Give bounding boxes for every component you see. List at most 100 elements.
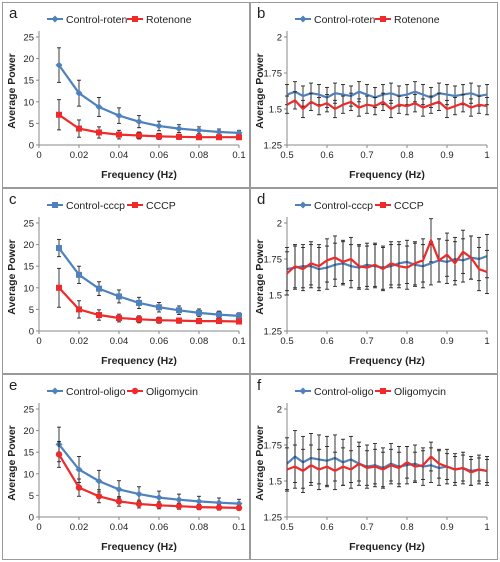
y-tick-label: 1.75: [264, 69, 283, 80]
data-point: [155, 502, 163, 509]
series-line: [286, 454, 488, 474]
data-point: [196, 134, 202, 141]
series-line: [58, 64, 240, 134]
y-tick-label: 1.25: [264, 141, 283, 152]
y-axis-label: Average Power: [6, 425, 18, 500]
y-tick-label: 10: [23, 97, 34, 108]
legend-label: CCCP: [394, 200, 424, 212]
axes: 1.25 1.5 1.75 2 0.5 0.6 0.7 0.8 0.9 1 Frequency (H…: [254, 217, 490, 367]
data-point: [56, 245, 62, 252]
y-tick-label: 2: [277, 219, 282, 230]
data-point: [299, 201, 307, 209]
data-point: [51, 15, 59, 23]
series: [285, 441, 489, 493]
data-point: [95, 477, 103, 485]
series: [56, 99, 242, 141]
data-point: [215, 504, 223, 511]
data-point: [96, 312, 102, 319]
panel-label: c: [9, 191, 17, 208]
axes: 0 5 10 15 20 25 0 0.02 0.04 0.06 0.08 0.1 Frequency …: [6, 403, 246, 553]
data-point: [135, 118, 143, 126]
y-tick-label: 1.25: [264, 327, 283, 338]
x-axis-label: Frequency (Hz): [101, 169, 177, 181]
legend-label: Rotenone: [394, 14, 440, 26]
data-point: [135, 500, 143, 508]
data-point: [236, 312, 242, 319]
x-tick-label: 0.1: [232, 336, 245, 347]
data-point: [132, 202, 138, 208]
axes: 0 5 10 15 20 25 0 0.02 0.04 0.06 0.08 0.1 Frequency …: [6, 31, 246, 181]
series: [55, 440, 243, 512]
x-tick-label: 0.7: [360, 150, 373, 161]
data-point: [176, 307, 182, 314]
y-tick-label: 0: [29, 513, 34, 524]
data-point: [116, 293, 122, 300]
data-point: [216, 311, 222, 318]
series: [285, 430, 489, 491]
legend-label: Control-cccp: [314, 200, 373, 212]
x-tick-label: 0.02: [70, 150, 89, 161]
panel-f: f Control-oligo Oligomycin 1.25 1.5 1.75 2 0.5…: [250, 374, 498, 560]
series-line: [58, 247, 240, 317]
data-point: [136, 299, 142, 306]
data-point: [115, 112, 123, 120]
data-point: [155, 122, 163, 130]
legend-label: Control-roten: [66, 14, 127, 26]
data-point: [116, 315, 122, 322]
y-axis-label: Average Power: [254, 425, 266, 500]
x-axis-label: Frequency (Hz): [349, 355, 425, 367]
data-point: [51, 387, 59, 395]
x-axis-label: Frequency (Hz): [101, 355, 177, 367]
x-tick-label: 0.8: [400, 150, 413, 161]
series: [56, 238, 242, 320]
panel-a: a Control-roten Rotenone 0 5 10 15 20 25 0 0.02 0.…: [2, 2, 250, 188]
legend: Control-cccp CCCP: [295, 200, 424, 212]
y-tick-label: 1.5: [269, 477, 282, 488]
chart-svg: Control-oligo Oligomycin 0 5 10 15 20 25 0 0.02 0.…: [6, 386, 246, 553]
panel-e: e Control-oligo Oligomycin 0 5 10 15 20 25 0 0.02…: [2, 374, 250, 560]
chart-svg: Control-roten Rotenone 1.25 1.5 1.75 2 0.5 0.6 0…: [254, 14, 490, 181]
legend-label: Oligomycin: [146, 386, 198, 398]
series: [56, 267, 242, 325]
data-point: [56, 284, 62, 291]
data-point: [95, 493, 103, 500]
data-point: [195, 497, 203, 505]
data-point: [236, 318, 242, 325]
x-tick-label: 0.06: [150, 336, 169, 347]
y-tick-label: 1.75: [264, 255, 283, 266]
chart-svg: Control-oligo Oligomycin 1.25 1.5 1.75 2 0.5 0.…: [254, 386, 490, 553]
data-point: [176, 317, 182, 324]
x-tick-label: 0.06: [150, 522, 169, 533]
y-tick-label: 20: [23, 426, 34, 437]
chart-svg: Control-roten Rotenone 0 5 10 15 20 25 0 0.02 0.04…: [6, 14, 246, 181]
x-tick-label: 1: [484, 336, 489, 347]
x-tick-label: 1: [484, 522, 489, 533]
legend-label: Control-cccp: [66, 200, 125, 212]
panel-b: b Control-roten Rotenone 1.25 1.5 1.75 2 0.5 0.…: [250, 2, 498, 188]
axes: 1.25 1.5 1.75 2 0.5 0.6 0.7 0.8 0.9 1 Frequency (H…: [254, 31, 490, 181]
y-tick-label: 0: [29, 327, 34, 338]
series-line: [58, 443, 240, 505]
series: [55, 426, 243, 509]
data-point: [75, 484, 83, 491]
series-line: [58, 287, 240, 323]
data-point: [299, 15, 307, 23]
y-tick-label: 10: [23, 283, 34, 294]
data-point: [380, 202, 386, 208]
y-tick-label: 5: [29, 491, 34, 502]
data-point: [195, 126, 203, 134]
y-tick-label: 2: [277, 405, 282, 416]
data-point: [235, 504, 243, 512]
y-tick-label: 20: [23, 240, 34, 251]
y-tick-label: 25: [23, 219, 34, 230]
series-line: [58, 113, 239, 139]
legend-label: Control-oligo: [314, 386, 374, 398]
data-point: [156, 317, 162, 324]
series: [285, 91, 489, 119]
y-tick-label: 1.75: [264, 441, 283, 452]
data-point: [380, 16, 386, 22]
data-point: [216, 134, 222, 141]
y-axis-label: Average Power: [254, 53, 266, 128]
series-line: [58, 453, 240, 509]
